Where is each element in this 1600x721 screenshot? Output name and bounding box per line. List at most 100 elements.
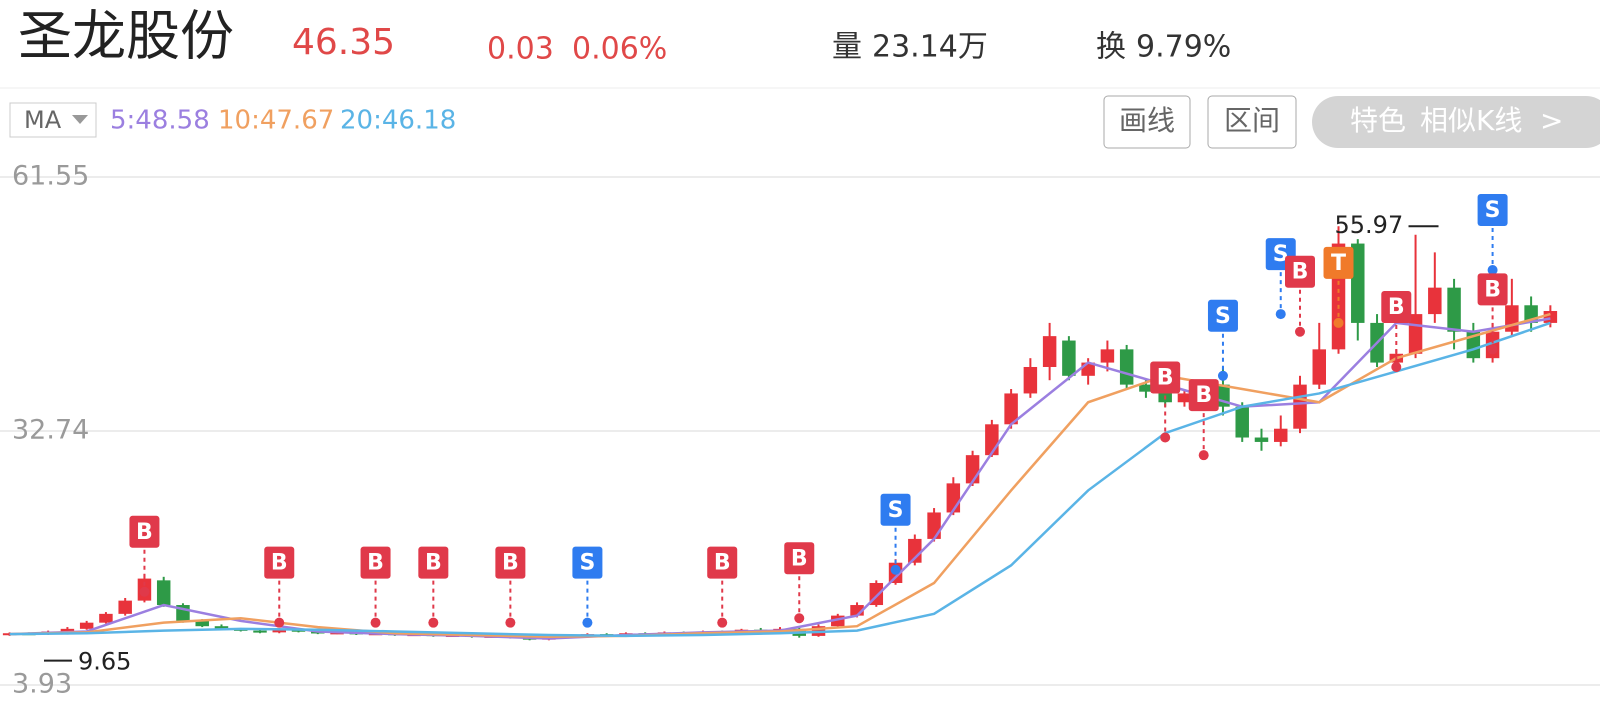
signal-badge <box>1188 379 1219 412</box>
max-label: 55.97 <box>1335 211 1404 239</box>
signal-label: B <box>136 520 153 545</box>
signal-label: S <box>579 551 595 576</box>
signal-label: B <box>271 551 288 576</box>
stock-name: 圣龙股份 <box>18 5 234 68</box>
indicator: MA <box>24 106 62 134</box>
signal-label: B <box>425 551 442 576</box>
candle-body <box>195 620 209 627</box>
draw-button[interactable] <box>1103 95 1191 149</box>
signal-label: B <box>502 551 519 576</box>
signal-label: S <box>1273 242 1289 267</box>
chevron: > <box>1540 104 1563 137</box>
signal-badge <box>707 546 738 579</box>
signal-label: B <box>1157 366 1174 391</box>
signal-label: B <box>367 551 384 576</box>
signal-label: B <box>791 546 808 571</box>
candle-body <box>850 605 864 616</box>
candle-body <box>156 580 171 606</box>
candle-body <box>99 613 113 623</box>
candle-body <box>1274 428 1288 442</box>
candle-body <box>214 626 229 629</box>
price: 46.35 <box>292 22 395 63</box>
turnover-label: 换 <box>1096 30 1126 65</box>
ma5: 5:48.58 <box>110 106 210 136</box>
similar: 相似K线 <box>1420 104 1522 137</box>
signal-dot <box>1217 370 1228 381</box>
signal-badge <box>360 546 391 579</box>
candle-body <box>1100 349 1115 363</box>
signal-badge <box>572 546 603 579</box>
candle-body <box>1312 349 1326 385</box>
volume-label: 量 <box>832 30 862 65</box>
feature: 特色 <box>1350 104 1406 137</box>
range-button[interactable] <box>1207 95 1297 149</box>
signal-dot <box>1333 317 1344 328</box>
signal-label: B <box>714 551 731 576</box>
signal-label: B <box>1388 295 1405 320</box>
candle-body <box>79 622 94 629</box>
signal-dot <box>794 613 805 624</box>
signal-badge <box>880 493 911 526</box>
turnover: 9.79% <box>1136 30 1231 65</box>
candle-body <box>1177 393 1192 403</box>
candle-body <box>253 630 267 633</box>
ma20: 20:46.18 <box>340 106 456 136</box>
candle-body <box>908 538 922 563</box>
candle-body <box>1293 384 1307 429</box>
signal-dot <box>370 617 381 628</box>
signal-label: S <box>1485 198 1501 223</box>
signal-label: B <box>1195 383 1212 408</box>
candle-body <box>1023 366 1038 394</box>
candle-body <box>1119 349 1134 385</box>
candle-body <box>1062 340 1076 376</box>
signal-dot <box>1391 361 1402 372</box>
candle-body <box>272 629 286 633</box>
candle-body <box>965 455 980 484</box>
y-tick-label: 61.55 <box>12 161 89 192</box>
signal-dot <box>1487 265 1498 276</box>
signal-dot <box>505 617 516 628</box>
candle-body <box>60 628 75 632</box>
signal-badge <box>495 546 526 579</box>
signal-badge <box>1477 194 1508 227</box>
signal-badge <box>264 546 295 579</box>
signal-dot <box>1160 432 1171 443</box>
ma-line <box>9 321 1551 638</box>
ma10: 10:47.67 <box>218 106 334 136</box>
signal-label: S <box>1215 304 1231 329</box>
candle-body <box>927 512 941 539</box>
candle-body <box>1447 287 1461 332</box>
candle-body <box>831 615 845 627</box>
signal-badge <box>1207 299 1238 332</box>
candle-body <box>1428 287 1442 315</box>
candle-body <box>1254 437 1269 442</box>
signal-label: S <box>888 498 904 523</box>
candle-body <box>2 633 17 636</box>
candle-body <box>1235 406 1249 438</box>
min-label: 9.65 <box>78 648 131 676</box>
signal-label: B <box>1292 260 1309 285</box>
signal-badge <box>1477 273 1508 306</box>
candle-body <box>985 424 999 456</box>
volume: 23.14万 <box>872 30 988 65</box>
signal-dot <box>1295 326 1305 337</box>
signal-dot <box>139 586 150 597</box>
y-tick-label: 32.74 <box>12 415 89 446</box>
signal-dot <box>1198 450 1209 461</box>
candle-body <box>1004 393 1018 425</box>
signal-dot <box>1275 309 1286 320</box>
signal-badge <box>1150 361 1181 394</box>
button-label: 区间 <box>1224 104 1280 137</box>
signal-badge <box>418 546 449 579</box>
candle-body <box>1139 384 1153 392</box>
change: 0.03 <box>487 32 554 67</box>
signal-badge <box>1285 255 1315 288</box>
candle-body <box>1351 243 1365 323</box>
y-tick-label: 3.93 <box>12 669 72 700</box>
candle-body <box>1042 336 1057 367</box>
similar-k-button[interactable] <box>1312 96 1600 148</box>
button-label: 画线 <box>1119 104 1175 137</box>
signal-dot <box>717 617 728 628</box>
